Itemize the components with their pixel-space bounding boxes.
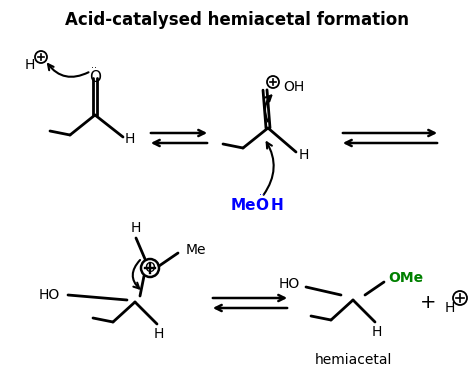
Text: ··: ·· (91, 63, 97, 73)
Text: hemiacetal: hemiacetal (314, 353, 392, 367)
Text: +: + (420, 293, 436, 311)
Text: H: H (125, 132, 135, 146)
Text: H: H (445, 301, 455, 315)
Text: OMe: OMe (388, 271, 423, 285)
Text: O: O (145, 261, 155, 275)
Text: Me: Me (186, 243, 207, 257)
Text: O: O (255, 197, 268, 212)
Text: Acid-catalysed hemiacetal formation: Acid-catalysed hemiacetal formation (65, 11, 409, 29)
Text: HO: HO (39, 288, 60, 302)
Text: H: H (154, 327, 164, 341)
Text: HO: HO (279, 277, 300, 291)
Text: H: H (25, 58, 35, 72)
Text: H: H (372, 325, 382, 339)
Text: H: H (131, 221, 141, 235)
Text: H: H (299, 148, 309, 162)
Text: Me: Me (230, 197, 256, 212)
Text: H: H (271, 197, 284, 212)
Text: ··: ·· (259, 190, 265, 200)
Text: OH: OH (283, 80, 304, 94)
Text: O: O (89, 71, 101, 86)
